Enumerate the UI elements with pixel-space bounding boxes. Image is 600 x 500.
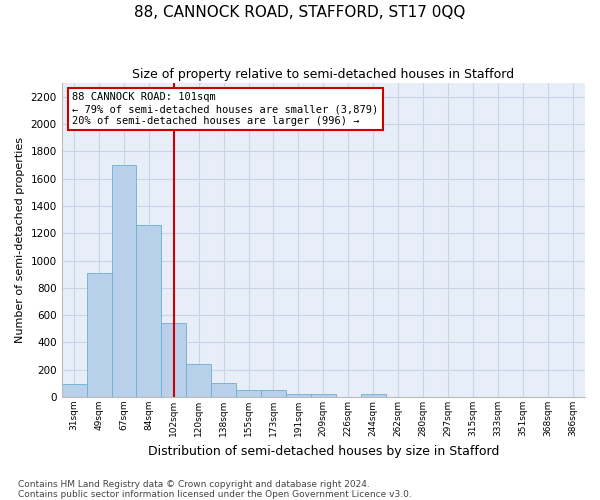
- X-axis label: Distribution of semi-detached houses by size in Stafford: Distribution of semi-detached houses by …: [148, 444, 499, 458]
- Bar: [161, 324, 186, 397]
- Bar: [86, 273, 112, 397]
- Text: 88, CANNOCK ROAD, STAFFORD, ST17 0QQ: 88, CANNOCK ROAD, STAFFORD, ST17 0QQ: [134, 5, 466, 20]
- Y-axis label: Number of semi-detached properties: Number of semi-detached properties: [15, 137, 25, 343]
- Bar: [236, 390, 261, 397]
- Bar: [112, 165, 136, 397]
- Text: Contains HM Land Registry data © Crown copyright and database right 2024.
Contai: Contains HM Land Registry data © Crown c…: [18, 480, 412, 499]
- Bar: [286, 394, 311, 397]
- Bar: [261, 390, 286, 397]
- Text: 88 CANNOCK ROAD: 101sqm
← 79% of semi-detached houses are smaller (3,879)
20% of: 88 CANNOCK ROAD: 101sqm ← 79% of semi-de…: [72, 92, 379, 126]
- Title: Size of property relative to semi-detached houses in Stafford: Size of property relative to semi-detach…: [132, 68, 514, 80]
- Bar: [311, 394, 336, 397]
- Bar: [62, 384, 86, 397]
- Bar: [136, 225, 161, 397]
- Bar: [211, 384, 236, 397]
- Bar: [186, 364, 211, 397]
- Bar: [361, 394, 386, 397]
